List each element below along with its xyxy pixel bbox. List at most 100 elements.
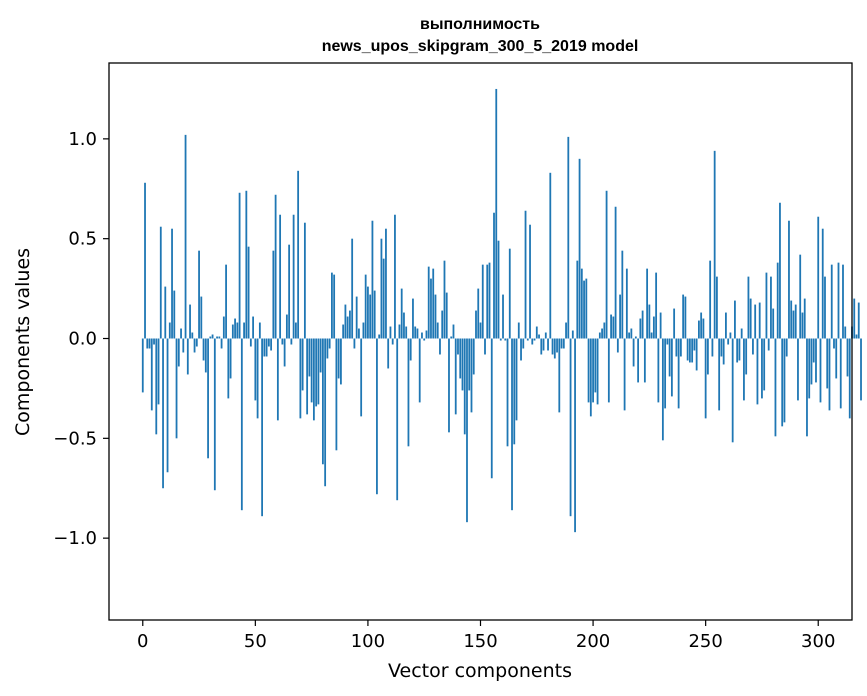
bar-155 [490, 338, 493, 479]
bar-174 [533, 338, 536, 341]
bar-66 [290, 338, 293, 345]
bar-231 [661, 338, 664, 441]
bar-230 [659, 312, 662, 339]
bar-83 [328, 338, 331, 349]
bar-218 [632, 338, 635, 367]
bar-88 [340, 338, 342, 385]
bar-93 [351, 238, 354, 339]
bar-5 [153, 338, 155, 345]
bar-181 [549, 172, 552, 339]
bar-307 [833, 338, 835, 349]
bar-34 [218, 336, 221, 339]
bar-272 [754, 304, 757, 339]
bar-49 [252, 316, 254, 339]
bar-187 [562, 338, 565, 349]
bar-53 [261, 338, 263, 517]
bar-86 [335, 338, 338, 451]
bar-163 [508, 248, 511, 339]
bar-192 [574, 338, 576, 533]
y-tick-label: 0.5 [68, 229, 97, 250]
bar-257 [720, 338, 723, 357]
bar-117 [405, 326, 408, 339]
bar-241 [684, 296, 687, 339]
bar-152 [484, 338, 486, 355]
bar-160 [502, 294, 504, 339]
bar-299 [815, 338, 817, 383]
x-axis-label: Vector components [388, 660, 572, 682]
bar-258 [722, 338, 725, 365]
bar-54 [263, 338, 266, 357]
bar-279 [770, 276, 772, 339]
bar-270 [749, 298, 752, 339]
bar-317 [855, 334, 858, 339]
bar-318 [857, 302, 860, 339]
bar-225 [648, 304, 651, 339]
bar-80 [321, 338, 324, 465]
bar-109 [387, 338, 390, 369]
bar-178 [542, 338, 545, 351]
bar-235 [670, 338, 673, 397]
bar-243 [688, 338, 691, 363]
bar-146 [470, 338, 473, 413]
bar-15 [175, 338, 178, 439]
bar-52 [258, 322, 261, 339]
bar-289 [792, 310, 795, 339]
bar-50 [254, 338, 257, 401]
bar-151 [481, 264, 484, 339]
bar-196 [583, 280, 585, 339]
bar-20 [186, 338, 189, 375]
x-tick-label: 250 [688, 631, 722, 652]
bar-306 [830, 264, 833, 339]
bar-139 [454, 338, 457, 415]
bar-278 [767, 338, 770, 351]
bar-223 [643, 338, 646, 383]
bar-147 [472, 338, 475, 375]
bar-82 [326, 338, 329, 359]
bar-200 [592, 338, 594, 403]
bar-63 [283, 338, 286, 367]
bar-290 [794, 304, 797, 339]
bar-70 [299, 338, 302, 419]
bar-74 [308, 338, 311, 377]
bar-259 [725, 312, 727, 339]
bar-145 [468, 338, 471, 391]
bar-25 [198, 250, 200, 339]
bar-310 [839, 338, 842, 409]
bar-217 [630, 328, 633, 339]
bar-28 [204, 338, 207, 373]
bar-221 [639, 318, 642, 339]
bar-311 [842, 264, 844, 339]
bar-234 [668, 338, 671, 377]
bar-62 [281, 338, 284, 345]
bar-61 [279, 214, 282, 339]
bar-126 [425, 330, 428, 339]
bar-27 [202, 338, 205, 361]
bar-22 [191, 332, 194, 339]
bar-264 [736, 338, 739, 363]
bar-4 [150, 338, 153, 411]
bar-84 [331, 272, 333, 339]
bar-110 [389, 326, 392, 339]
bar-143 [463, 338, 466, 435]
bar-193 [576, 260, 579, 339]
bar-169 [522, 338, 525, 349]
bar-262 [731, 338, 734, 443]
bar-3 [148, 338, 151, 349]
y-tick-label: −1.0 [53, 528, 97, 549]
bar-171 [526, 338, 529, 341]
bar-195 [580, 268, 583, 339]
bar-180 [547, 338, 549, 351]
bar-30 [209, 336, 212, 339]
bar-40 [231, 324, 234, 339]
bar-116 [403, 312, 405, 339]
bar-90 [344, 304, 347, 339]
bar-250 [704, 338, 707, 419]
bar-77 [315, 338, 318, 407]
bar-182 [551, 338, 554, 355]
bar-122 [416, 328, 419, 339]
bar-251 [707, 338, 709, 375]
bar-140 [457, 338, 459, 355]
bar-238 [677, 338, 680, 409]
bar-173 [531, 338, 534, 345]
bar-226 [650, 332, 653, 339]
